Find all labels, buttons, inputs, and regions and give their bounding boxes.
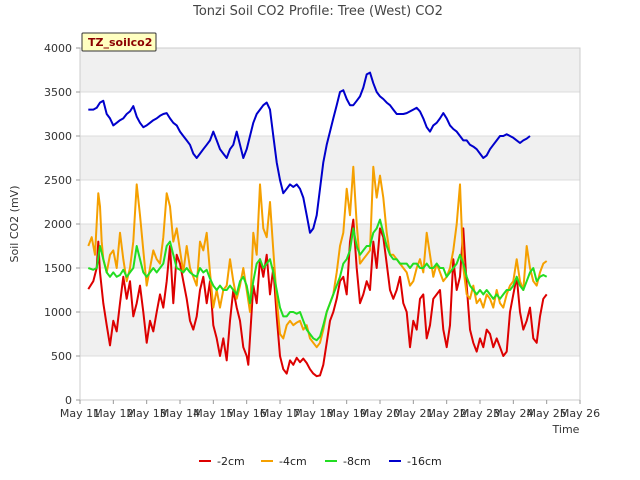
x-axis-label: Time [552,423,580,436]
series-line-2cm [87,218,548,378]
y-axis-ticks: 0 500 1000 1500 2000 2500 3000 3500 4000 [44,42,80,407]
grid-band [80,136,580,180]
grid-band [80,224,580,268]
x-tick-label: May 22 [427,407,467,420]
x-tick-label: May 12 [93,407,133,420]
x-tick-label: May 25 [527,407,567,420]
y-tick-label: 500 [51,350,72,363]
legend-label: -16cm [407,455,442,468]
legend-item: -4cm [261,455,307,468]
series-line-16cm [88,71,531,234]
series-lines [87,71,548,378]
grid-band [80,48,580,92]
x-tick-label: May 18 [293,407,333,420]
y-axis-label: Soil CO2 (mV) [8,186,21,263]
x-tick-label: May 20 [360,407,400,420]
y-tick-label: 2000 [44,218,72,231]
y-tick-label: 2500 [44,174,72,187]
series-line-4cm [87,165,548,349]
x-tick-label: May 23 [460,407,500,420]
legend: -2cm -4cm -8cm -16cm [199,455,442,468]
x-tick-label: May 17 [260,407,300,420]
x-tick-label: May 26 [560,407,600,420]
badge-box [81,32,157,52]
x-tick-label: May 24 [493,407,533,420]
x-tick-label: May 13 [127,407,167,420]
dataset-badge: TZ_soilco2 [81,32,157,52]
legend-item: -16cm [389,455,442,468]
x-tick-label: May 19 [327,407,367,420]
y-tick-label: 0 [65,394,72,407]
x-tick-label: May 14 [160,407,200,420]
x-tick-label: May 21 [393,407,433,420]
legend-item: -8cm [325,455,371,468]
grid-bands [80,48,580,356]
y-tick-label: 4000 [44,42,72,55]
y-tick-label: 3000 [44,130,72,143]
legend-item: -2cm [199,455,245,468]
y-tick-label: 3500 [44,86,72,99]
badge-label: TZ_soilco2 [88,36,152,49]
chart-title: Tonzi Soil CO2 Profile: Tree (West) CO2 [192,4,443,19]
x-tick-label: May 11 [60,407,100,420]
x-tick-label: May 16 [227,407,267,420]
legend-label: -4cm [279,455,307,468]
y-tick-label: 1000 [44,306,72,319]
y-tick-label: 1500 [44,262,72,275]
legend-label: -8cm [343,455,371,468]
x-tick-label: May 15 [193,407,233,420]
legend-label: -2cm [217,455,245,468]
series-line-8cm [87,218,548,342]
